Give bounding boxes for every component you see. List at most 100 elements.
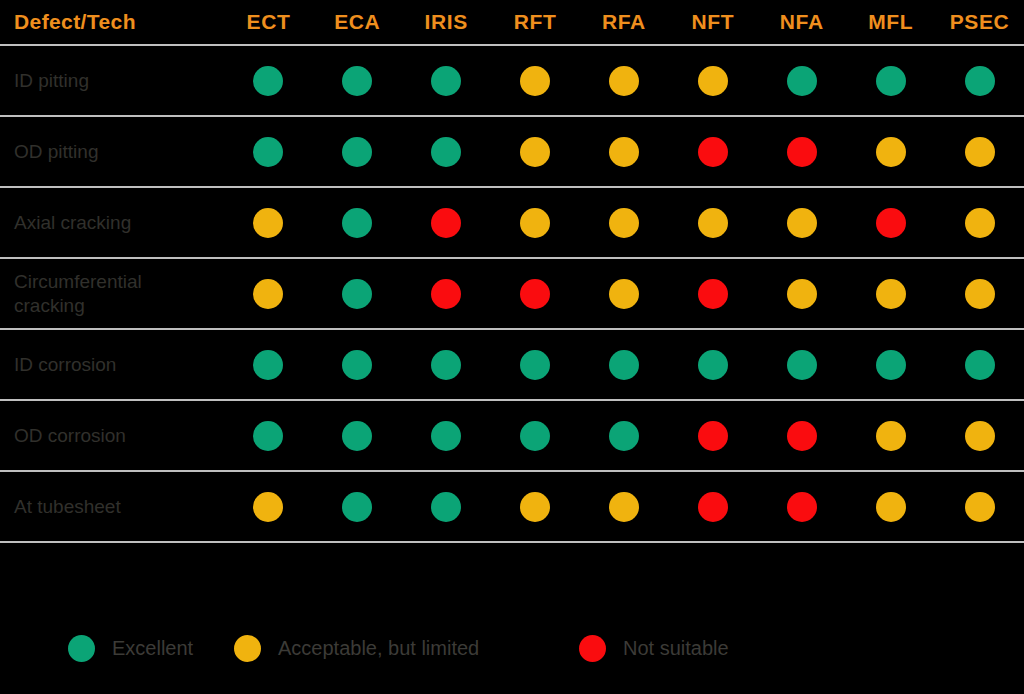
rating-dot-yellow [609,66,639,96]
rating-dot-yellow [698,208,728,238]
column-header-mfl: MFL [846,0,935,44]
rating-cell [935,259,1024,328]
rating-dot-red [698,137,728,167]
legend-dot-red [579,635,606,662]
column-header-rft: RFT [491,0,580,44]
rating-dot-yellow [609,492,639,522]
rating-dot-green [342,208,372,238]
rating-dot-green [342,137,372,167]
rating-cell [580,259,669,328]
column-header-rfa: RFA [580,0,669,44]
rating-dot-green [787,66,817,96]
legend-item-green: Excellent [68,632,193,664]
rating-dot-red [787,492,817,522]
rating-cell [224,188,313,257]
rating-dot-green [253,137,283,167]
column-header-iris: IRIS [402,0,491,44]
rating-cell [224,330,313,399]
rating-cell [668,401,757,470]
rating-dot-yellow [609,279,639,309]
legend-label: Excellent [112,637,193,660]
rating-cell [224,472,313,541]
rating-cell [935,46,1024,115]
rating-dot-green [342,350,372,380]
rating-cell [757,330,846,399]
rating-dot-yellow [253,492,283,522]
rating-cell [491,46,580,115]
rating-dot-red [787,421,817,451]
rating-cell [846,188,935,257]
rating-cell [313,259,402,328]
rating-dot-green [876,66,906,96]
rating-cell [668,117,757,186]
rating-cell [757,46,846,115]
column-header-ect: ECT [224,0,313,44]
table-row: At tubesheet [0,472,1024,543]
rating-dot-red [698,279,728,309]
rating-cell [757,401,846,470]
rating-dot-yellow [965,137,995,167]
rating-cell [668,259,757,328]
rating-cell [580,401,669,470]
rating-dot-yellow [520,137,550,167]
rating-cell [580,330,669,399]
rating-cell [846,401,935,470]
rating-cell [580,46,669,115]
rating-dot-green [342,66,372,96]
rating-cell [491,330,580,399]
rating-dot-green [431,350,461,380]
legend-dot-green [68,635,95,662]
row-label: At tubesheet [0,472,224,541]
table-row: OD corrosion [0,401,1024,472]
row-label: Circumferential cracking [0,259,224,328]
rating-dot-green [965,350,995,380]
rating-dot-yellow [965,492,995,522]
rating-dot-red [698,492,728,522]
rating-cell [668,472,757,541]
rating-dot-yellow [876,421,906,451]
rating-dot-yellow [698,66,728,96]
rating-cell [313,330,402,399]
rating-dot-green [431,492,461,522]
rating-dot-green [253,421,283,451]
rating-dot-yellow [876,137,906,167]
rating-cell [224,259,313,328]
rating-cell [757,472,846,541]
legend-label: Not suitable [623,637,729,660]
rating-dot-red [876,208,906,238]
row-label: Axial cracking [0,188,224,257]
rating-cell [402,330,491,399]
rating-cell [757,117,846,186]
defect-tech-suitability-matrix: Defect/Tech ECTECAIRISRFTRFANFTNFAMFLPSE… [0,0,1024,694]
rating-dot-green [520,421,550,451]
rating-cell [846,472,935,541]
row-label: ID corrosion [0,330,224,399]
rating-dot-green [431,66,461,96]
rating-cell [313,472,402,541]
rating-dot-yellow [253,279,283,309]
rating-cell [313,188,402,257]
rating-dot-green [431,137,461,167]
rating-dot-yellow [965,421,995,451]
rating-dot-yellow [520,208,550,238]
rating-dot-yellow [520,66,550,96]
rating-cell [313,117,402,186]
rating-cell [402,259,491,328]
rating-cell [935,188,1024,257]
table-row: OD pitting [0,117,1024,188]
rating-dot-red [431,208,461,238]
rating-cell [935,401,1024,470]
rating-dot-green [431,421,461,451]
rating-cell [402,401,491,470]
rating-dot-yellow [787,279,817,309]
legend-dot-yellow [234,635,261,662]
rating-cell [313,46,402,115]
rating-cell [757,188,846,257]
rating-cell [402,117,491,186]
table-row: Axial cracking [0,188,1024,259]
rating-dot-green [698,350,728,380]
table-row: ID corrosion [0,330,1024,401]
rating-dot-red [520,279,550,309]
row-label: OD pitting [0,117,224,186]
rating-cell [668,330,757,399]
